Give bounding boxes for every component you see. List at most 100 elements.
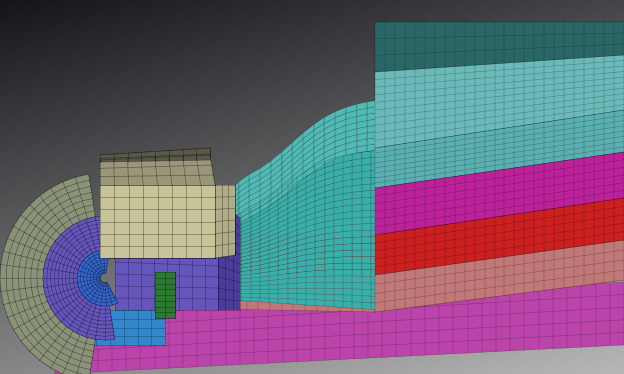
Polygon shape <box>88 326 97 332</box>
Polygon shape <box>99 272 102 275</box>
Polygon shape <box>356 114 368 123</box>
Polygon shape <box>50 304 58 315</box>
Polygon shape <box>41 222 52 233</box>
Polygon shape <box>35 315 46 326</box>
Polygon shape <box>207 239 217 253</box>
Polygon shape <box>315 264 324 271</box>
Polygon shape <box>82 307 89 313</box>
Polygon shape <box>54 358 67 368</box>
Polygon shape <box>36 304 46 315</box>
Polygon shape <box>39 294 47 304</box>
Polygon shape <box>278 289 288 294</box>
Polygon shape <box>269 275 278 280</box>
Polygon shape <box>177 264 186 270</box>
Polygon shape <box>288 225 297 234</box>
Polygon shape <box>73 299 80 306</box>
Polygon shape <box>90 280 94 283</box>
Polygon shape <box>43 268 47 278</box>
Polygon shape <box>90 303 96 308</box>
Polygon shape <box>53 303 61 312</box>
Polygon shape <box>31 269 37 278</box>
Polygon shape <box>324 220 334 228</box>
Polygon shape <box>361 230 371 237</box>
Polygon shape <box>84 316 92 323</box>
Polygon shape <box>278 224 288 233</box>
Polygon shape <box>96 269 100 273</box>
Polygon shape <box>204 287 213 291</box>
Polygon shape <box>278 298 288 304</box>
Polygon shape <box>46 250 53 260</box>
Polygon shape <box>250 269 260 275</box>
Polygon shape <box>288 283 297 289</box>
Polygon shape <box>335 126 346 135</box>
Polygon shape <box>100 282 103 286</box>
Polygon shape <box>343 257 353 263</box>
Polygon shape <box>324 135 335 147</box>
Polygon shape <box>324 177 334 186</box>
Polygon shape <box>64 316 73 325</box>
Polygon shape <box>84 304 90 310</box>
Polygon shape <box>59 331 70 341</box>
Polygon shape <box>271 169 281 183</box>
Polygon shape <box>98 231 105 235</box>
Polygon shape <box>40 188 54 200</box>
Polygon shape <box>21 245 31 258</box>
Polygon shape <box>353 191 361 199</box>
Polygon shape <box>104 250 109 254</box>
Polygon shape <box>19 232 29 245</box>
Polygon shape <box>185 256 196 269</box>
Polygon shape <box>66 283 71 290</box>
Polygon shape <box>306 184 315 193</box>
Polygon shape <box>353 282 361 289</box>
Polygon shape <box>260 250 269 257</box>
Polygon shape <box>47 215 59 226</box>
Polygon shape <box>50 295 57 304</box>
Polygon shape <box>288 220 297 229</box>
Polygon shape <box>213 290 223 293</box>
Polygon shape <box>74 306 82 313</box>
Polygon shape <box>232 236 241 242</box>
Polygon shape <box>94 286 99 291</box>
Polygon shape <box>241 263 250 268</box>
Polygon shape <box>204 250 213 258</box>
Polygon shape <box>21 298 31 310</box>
Polygon shape <box>167 264 177 270</box>
Polygon shape <box>73 278 77 283</box>
Polygon shape <box>90 277 94 280</box>
Polygon shape <box>281 160 292 175</box>
Polygon shape <box>82 199 94 207</box>
Polygon shape <box>353 211 361 218</box>
Polygon shape <box>105 317 112 321</box>
Polygon shape <box>12 278 19 290</box>
Polygon shape <box>64 290 70 298</box>
Polygon shape <box>361 204 371 211</box>
Polygon shape <box>105 239 111 243</box>
Polygon shape <box>324 282 334 288</box>
Polygon shape <box>361 211 371 217</box>
Polygon shape <box>84 205 94 212</box>
Polygon shape <box>51 270 55 278</box>
Polygon shape <box>195 288 204 291</box>
Polygon shape <box>269 190 278 202</box>
Polygon shape <box>89 228 98 233</box>
Polygon shape <box>186 275 195 279</box>
Polygon shape <box>50 242 58 252</box>
Polygon shape <box>98 231 105 235</box>
Polygon shape <box>306 253 315 260</box>
Polygon shape <box>241 248 250 254</box>
Polygon shape <box>250 285 260 290</box>
Polygon shape <box>303 165 314 179</box>
Polygon shape <box>25 258 33 269</box>
Polygon shape <box>368 144 378 151</box>
Polygon shape <box>97 288 101 292</box>
Polygon shape <box>100 282 103 286</box>
Polygon shape <box>13 289 21 301</box>
Polygon shape <box>269 233 278 241</box>
Polygon shape <box>76 316 84 323</box>
Polygon shape <box>260 206 269 216</box>
Polygon shape <box>167 273 177 278</box>
Polygon shape <box>324 123 335 135</box>
Polygon shape <box>306 259 315 266</box>
Polygon shape <box>87 253 94 259</box>
Polygon shape <box>288 193 297 203</box>
